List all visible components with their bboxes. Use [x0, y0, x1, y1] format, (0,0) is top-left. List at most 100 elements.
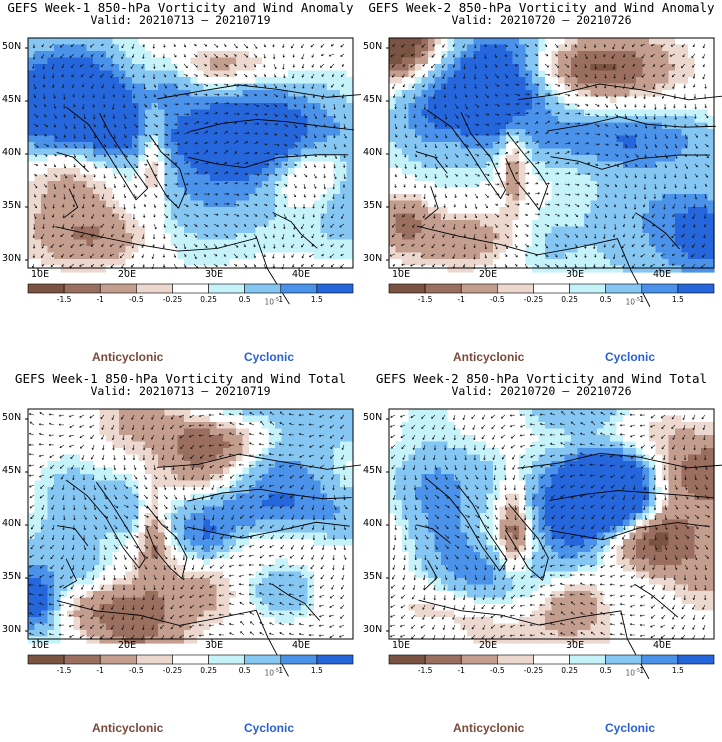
wind-arrow: [691, 243, 696, 248]
wind-arrow: [420, 624, 426, 629]
wind-arrow: [513, 524, 517, 531]
wind-arrow: [432, 424, 436, 430]
wind-arrow: [403, 203, 406, 209]
wind-arrow: [103, 534, 108, 540]
wind-arrow: [694, 143, 698, 149]
wind-arrow: [662, 73, 666, 77]
wind-arrow: [291, 43, 295, 49]
wind-arrow: [53, 133, 58, 139]
wind-arrow: [73, 103, 76, 108]
wind-arrow: [69, 444, 75, 448]
wind-arrow: [43, 133, 47, 137]
wind-arrow: [444, 494, 449, 499]
wind-arrow: [664, 163, 667, 168]
wind-arrow: [318, 624, 325, 627]
wind-arrow: [494, 183, 500, 186]
wind-arrow: [173, 474, 177, 480]
wind-arrow: [253, 263, 256, 268]
wind-arrow: [223, 243, 227, 247]
wind-arrow: [63, 113, 66, 118]
wind-arrow: [604, 193, 608, 198]
wind-arrow: [109, 253, 115, 257]
wind-arrow: [103, 504, 108, 509]
wind-arrow: [654, 544, 658, 550]
wind-arrow: [514, 253, 518, 258]
wind-arrow: [580, 602, 586, 606]
wind-arrow: [494, 83, 500, 87]
wind-arrow: [230, 544, 235, 550]
wind-arrow: [268, 564, 275, 567]
wind-arrow: [63, 173, 68, 179]
wind-arrow: [193, 83, 199, 87]
wind-arrow: [622, 554, 626, 560]
wind-arrow: [329, 604, 335, 608]
wind-arrow: [179, 434, 185, 439]
wind-arrow: [564, 73, 570, 78]
wind-arrow: [391, 574, 396, 580]
wind-arrow: [259, 554, 265, 559]
wind-arrow: [231, 504, 235, 510]
wind-arrow: [674, 564, 678, 570]
wind-arrow: [612, 253, 616, 260]
wind-arrow: [273, 143, 280, 147]
wind-arrow: [301, 73, 305, 78]
wind-arrow: [564, 243, 567, 248]
wind-arrow: [462, 604, 466, 610]
wind-arrow: [182, 464, 186, 471]
wind-arrow: [121, 53, 125, 59]
wind-arrow: [143, 484, 148, 490]
wind-arrow: [531, 474, 536, 480]
wind-arrow: [259, 544, 265, 549]
wind-arrow: [464, 173, 468, 177]
wind-arrow: [153, 213, 156, 218]
coastline: [549, 490, 714, 501]
wind-arrow: [464, 143, 469, 147]
wind-arrow: [692, 624, 696, 630]
wind-arrow: [61, 63, 65, 69]
wind-arrow: [640, 43, 646, 47]
wind-arrow: [442, 414, 446, 420]
wind-arrow: [62, 223, 65, 229]
wind-arrow: [594, 113, 599, 117]
wind-arrow: [570, 611, 576, 616]
wind-arrow: [444, 103, 447, 108]
wind-arrow: [83, 143, 86, 149]
wind-arrow: [193, 121, 200, 125]
wind-arrow: [80, 253, 85, 257]
wind-arrow: [279, 632, 285, 636]
wind-arrow: [403, 474, 407, 481]
wind-arrow: [259, 411, 265, 416]
wind-arrow: [343, 163, 346, 168]
wind-arrow: [502, 574, 506, 580]
wind-arrow: [493, 474, 496, 481]
wind-arrow: [72, 494, 76, 501]
wind-arrow: [401, 263, 406, 266]
wind-arrow: [48, 623, 55, 627]
wind-arrow: [392, 564, 396, 570]
wind-arrow: [704, 564, 708, 571]
colorbar-tick-label: -1: [96, 295, 104, 304]
wind-arrow: [603, 53, 606, 58]
colorbar-tick-label: -1.5: [56, 295, 72, 304]
wind-arrow: [283, 83, 287, 88]
wind-arrow: [514, 514, 517, 521]
wind-arrow: [273, 63, 277, 70]
wind-arrow: [702, 624, 706, 630]
wind-arrow: [642, 554, 646, 560]
wind-arrow: [313, 113, 317, 119]
wind-arrow: [629, 413, 636, 416]
wind-arrow: [434, 574, 437, 581]
wind-arrow: [494, 504, 498, 510]
wind-arrow: [464, 504, 470, 508]
wind-arrow: [230, 554, 235, 559]
wind-arrow: [208, 434, 215, 438]
wind-arrow: [432, 624, 436, 630]
wind-arrow: [253, 243, 256, 248]
wind-arrow: [443, 83, 446, 90]
wind-arrow: [308, 633, 315, 637]
wind-arrow: [333, 143, 337, 150]
wind-arrow: [474, 113, 479, 117]
wind-arrow: [681, 263, 686, 267]
wind-arrow: [590, 544, 596, 549]
wind-arrow: [402, 83, 406, 88]
